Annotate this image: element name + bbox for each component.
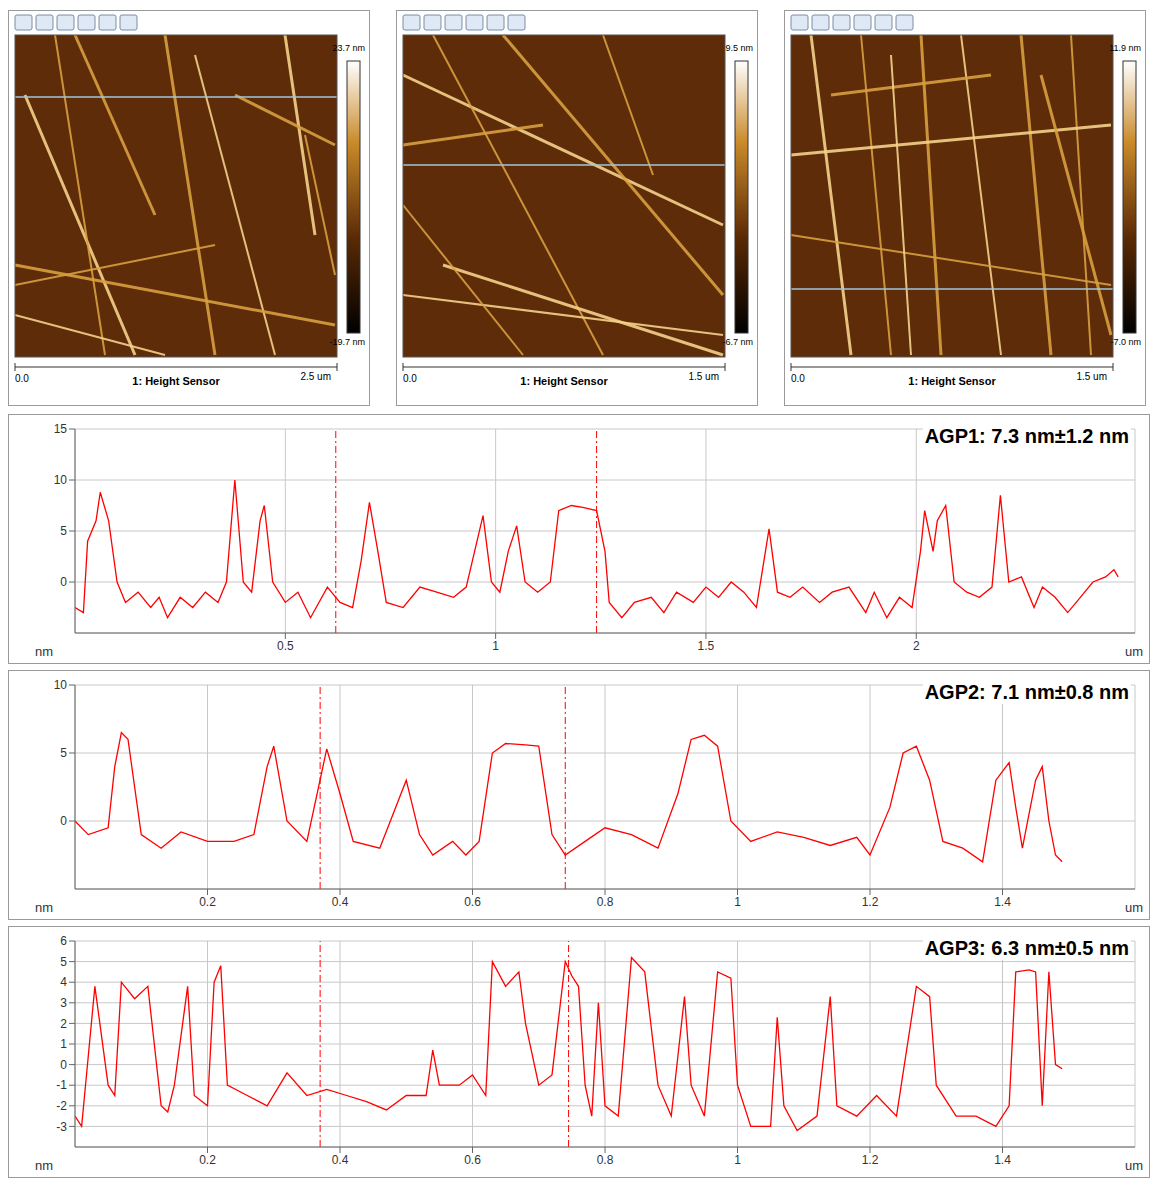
svg-text:-2: -2 bbox=[56, 1099, 67, 1113]
svg-text:2: 2 bbox=[60, 1017, 67, 1031]
svg-text:0.6: 0.6 bbox=[464, 1153, 481, 1167]
svg-text:0: 0 bbox=[60, 1058, 67, 1072]
html-text:0.0: 0.0 bbox=[791, 373, 805, 384]
html-text:nm: nm bbox=[35, 644, 54, 659]
svg-text:0.4: 0.4 bbox=[332, 895, 349, 909]
html-text:1: Height Sensor: 1: Height Sensor bbox=[908, 375, 996, 387]
svg-text:0.2: 0.2 bbox=[199, 895, 216, 909]
svg-text:4: 4 bbox=[60, 975, 67, 989]
html-text:AGP3: 6.3 nm±0.5 nm: AGP3: 6.3 nm±0.5 nm bbox=[924, 937, 1129, 959]
svg-text:2: 2 bbox=[913, 639, 920, 653]
svg-text:1.4: 1.4 bbox=[994, 895, 1011, 909]
html-text:9.5 nm: 9.5 nm bbox=[725, 43, 753, 53]
svg-text:1: 1 bbox=[734, 1153, 741, 1167]
svg-text:1.4: 1.4 bbox=[994, 1153, 1011, 1167]
html-text:1: Height Sensor: 1: Height Sensor bbox=[520, 375, 608, 387]
svg-text:0.2: 0.2 bbox=[199, 1153, 216, 1167]
html-text:nm: nm bbox=[35, 900, 54, 915]
svg-text:3: 3 bbox=[60, 996, 67, 1010]
svg-text:1.2: 1.2 bbox=[862, 1153, 879, 1167]
html-text:11.9 nm: 11.9 nm bbox=[1109, 43, 1141, 53]
html-text:23.7 nm: 23.7 nm bbox=[332, 43, 365, 53]
svg-text:0.6: 0.6 bbox=[464, 895, 481, 909]
html-text:1.5 um: 1.5 um bbox=[688, 371, 719, 382]
html-text:nm: nm bbox=[35, 1158, 54, 1173]
html-text:-6.7 nm: -6.7 nm bbox=[722, 337, 753, 347]
html-text:um: um bbox=[1124, 644, 1143, 659]
html-text:um: um bbox=[1124, 900, 1143, 915]
svg-text:0.8: 0.8 bbox=[597, 895, 614, 909]
html-text:-19.7 nm: -19.7 nm bbox=[329, 337, 365, 347]
svg-text:-1: -1 bbox=[56, 1078, 67, 1092]
svg-text:5: 5 bbox=[60, 955, 67, 969]
svg-text:-3: -3 bbox=[56, 1120, 67, 1134]
svg-text:1: 1 bbox=[492, 639, 499, 653]
html-text:AGP1: 7.3 nm±1.2 nm: AGP1: 7.3 nm±1.2 nm bbox=[924, 425, 1129, 447]
html-text:AGP2: 7.1 nm±0.8 nm: AGP2: 7.1 nm±0.8 nm bbox=[924, 681, 1129, 703]
svg-text:1: 1 bbox=[734, 895, 741, 909]
svg-text:0: 0 bbox=[60, 575, 67, 589]
svg-text:0: 0 bbox=[60, 814, 67, 828]
html-text:0.0: 0.0 bbox=[403, 373, 417, 384]
html-text:um: um bbox=[1124, 1158, 1143, 1173]
svg-text:15: 15 bbox=[54, 422, 68, 436]
svg-text:10: 10 bbox=[54, 678, 68, 692]
html-text:1.5 um: 1.5 um bbox=[1076, 371, 1107, 382]
svg-text:1: 1 bbox=[60, 1037, 67, 1051]
html-text:2.5 um: 2.5 um bbox=[300, 371, 331, 382]
svg-text:5: 5 bbox=[60, 746, 67, 760]
svg-text:1.2: 1.2 bbox=[862, 895, 879, 909]
svg-text:0.8: 0.8 bbox=[597, 1153, 614, 1167]
svg-text:6: 6 bbox=[60, 934, 67, 948]
svg-text:5: 5 bbox=[60, 524, 67, 538]
svg-text:0.5: 0.5 bbox=[277, 639, 294, 653]
html-text:1: Height Sensor: 1: Height Sensor bbox=[132, 375, 220, 387]
svg-text:0.4: 0.4 bbox=[332, 1153, 349, 1167]
svg-text:1.5: 1.5 bbox=[698, 639, 715, 653]
svg-text:10: 10 bbox=[54, 473, 68, 487]
html-text:0.0: 0.0 bbox=[15, 373, 29, 384]
html-text:-7.0 nm: -7.0 nm bbox=[1110, 337, 1141, 347]
